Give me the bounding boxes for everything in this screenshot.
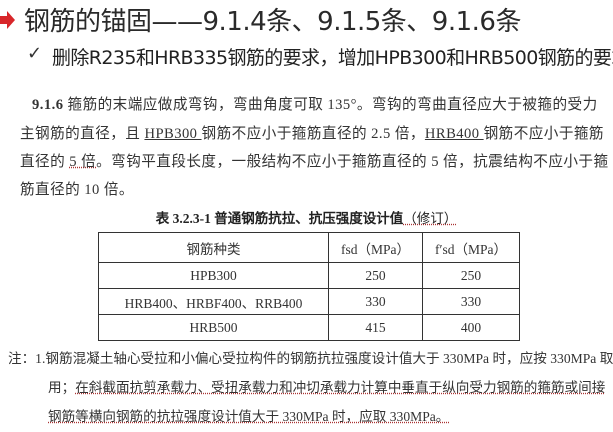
cell: 330 [328,288,423,315]
text: 主钢筋的直径，且 [20,126,145,142]
caption-revised: （修订） [403,211,458,226]
clause-text: 箍筋的末端应做成弯钩，弯曲角度可取 135°。弯钩的弯曲直径应大于被箍的受力 [63,97,598,113]
table-row: HRB500 415 400 [98,314,520,341]
strength-table: 钢筋种类 fsd（MPa） f′sd（MPa） HPB300 250 250 HRB… [98,232,520,341]
caption-text: 表 3.2.3-1 普通钢筋抗拉、抗压强度设计值 [155,211,404,226]
slide-title: 钢筋的锚固——9.1.4条、9.1.5条、9.1.6条 [24,7,521,37]
text: 。弯钩平直段长度，一般结构不应小于箍筋直径的 5 倍，抗震结构不应小于箍 [96,154,609,170]
cell: 330 [422,288,520,315]
text: 用； [48,380,76,395]
clause-line-3: 直径的 5 倍。弯钩平直段长度，一般结构不应小于箍筋直径的 5 倍，抗震结构不应… [20,150,609,171]
text: 钢筋不应小于箍筋 [483,126,604,142]
cell: 250 [328,262,423,289]
bullet-text: 删除R235和HRB335钢筋的要求，增加HPB300和HRB500钢筋的要求 [52,47,613,69]
underlined-text: 5 倍 [69,154,97,170]
clause-line-1: 9.1.6 箍筋的末端应做成弯钩，弯曲角度可取 135°。弯钩的弯曲直径应大于被… [32,93,598,114]
header-cell: fsd（MPa） [328,232,423,263]
checkmark-icon: ✓ [27,43,43,64]
table-row: HRB400、HRBF400、RRB400 330 330 [98,288,520,315]
arrow-bullet-icon [0,11,15,29]
clause-line-2: 主钢筋的直径，且 HPB300 钢筋不应小于箍筋直径的 2.5 倍，HRB400… [20,122,604,143]
table-caption: 表 3.2.3-1 普通钢筋抗拉、抗压强度设计值（修订） [0,207,613,227]
cell: 250 [422,262,520,289]
cell: 415 [328,314,423,341]
header-cell: 钢筋种类 [98,232,329,263]
cell: HPB300 [98,262,329,289]
table-header-row: 钢筋种类 fsd（MPa） f′sd（MPa） [98,232,520,263]
underlined-text: HPB300 [144,126,202,142]
text: 直径的 [20,154,70,170]
note-line-1: 注：1.钢筋混凝土轴心受拉和小偏心受拉构件的钢筋抗拉强度设计值大于 330MPa… [8,351,613,366]
text: 钢筋不应小于箍筋直径的 2.5 倍， [201,126,425,142]
cell: 400 [422,314,520,341]
header-cell: f′sd（MPa） [422,232,520,263]
cell: HRB500 [98,314,329,341]
clause-line-4: 筋直径的 10 倍。 [20,182,134,198]
underlined-text: 在斜截面抗剪承载力、受扭承载力和冲切承载力计算中垂直于纵向受力钢筋的箍筋或间接 [75,380,606,395]
underlined-text: HRB400 [424,126,484,142]
clause-number: 9.1.6 [32,97,64,113]
note-line-2: 用；在斜截面抗剪承载力、受扭承载力和冲切承载力计算中垂直于纵向受力钢筋的箍筋或间… [48,376,605,396]
table-row: HPB300 250 250 [98,262,520,289]
cell: HRB400、HRBF400、RRB400 [98,288,329,315]
note-line-3: 钢筋等横向钢筋的抗拉强度设计值大于 330MPa 时，应取 330MPa。 [48,409,450,424]
